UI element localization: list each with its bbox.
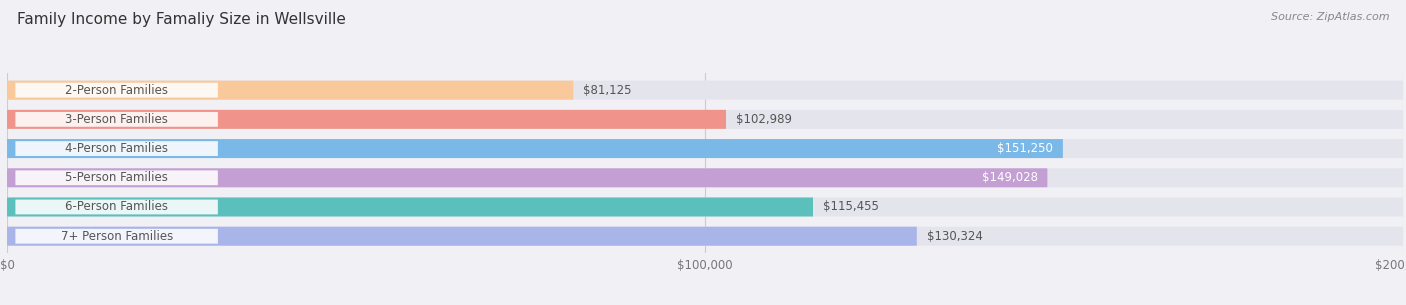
FancyBboxPatch shape — [7, 139, 1403, 158]
Text: 3-Person Families: 3-Person Families — [65, 113, 169, 126]
FancyBboxPatch shape — [15, 83, 218, 98]
FancyBboxPatch shape — [15, 170, 218, 185]
FancyBboxPatch shape — [7, 139, 1063, 158]
FancyBboxPatch shape — [15, 141, 218, 156]
FancyBboxPatch shape — [7, 110, 1403, 129]
Text: $130,324: $130,324 — [927, 230, 983, 243]
Text: 7+ Person Families: 7+ Person Families — [60, 230, 173, 243]
FancyBboxPatch shape — [15, 199, 218, 214]
FancyBboxPatch shape — [7, 81, 1403, 100]
FancyBboxPatch shape — [7, 168, 1403, 187]
Text: $102,989: $102,989 — [735, 113, 792, 126]
FancyBboxPatch shape — [7, 227, 917, 246]
Text: 2-Person Families: 2-Person Families — [65, 84, 169, 97]
FancyBboxPatch shape — [7, 198, 1403, 217]
FancyBboxPatch shape — [7, 198, 813, 217]
Text: 6-Person Families: 6-Person Families — [65, 200, 169, 214]
Text: Source: ZipAtlas.com: Source: ZipAtlas.com — [1271, 12, 1389, 22]
FancyBboxPatch shape — [7, 81, 574, 100]
Text: $81,125: $81,125 — [583, 84, 631, 97]
Text: $115,455: $115,455 — [823, 200, 879, 214]
Text: Family Income by Famaliy Size in Wellsville: Family Income by Famaliy Size in Wellsvi… — [17, 12, 346, 27]
FancyBboxPatch shape — [15, 112, 218, 127]
Text: $149,028: $149,028 — [981, 171, 1038, 184]
FancyBboxPatch shape — [7, 110, 725, 129]
FancyBboxPatch shape — [15, 229, 218, 244]
Text: 4-Person Families: 4-Person Families — [65, 142, 169, 155]
FancyBboxPatch shape — [7, 227, 1403, 246]
Text: 5-Person Families: 5-Person Families — [65, 171, 169, 184]
Text: $151,250: $151,250 — [997, 142, 1053, 155]
FancyBboxPatch shape — [7, 168, 1047, 187]
